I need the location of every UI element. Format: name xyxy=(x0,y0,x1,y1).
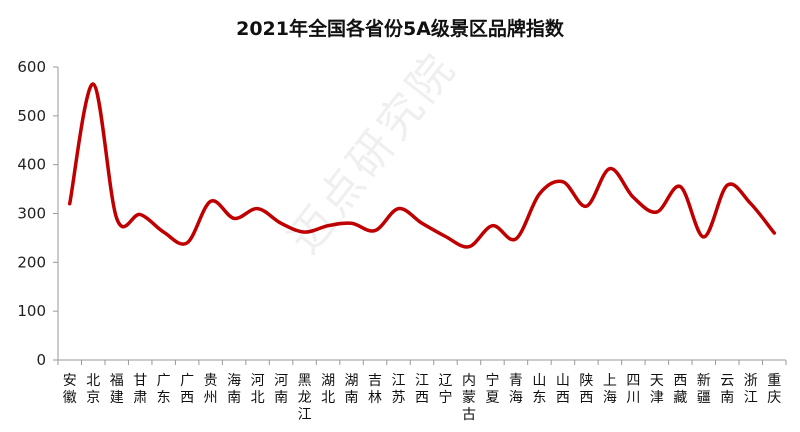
data-point xyxy=(115,216,119,220)
x-tick-label: 陕西 xyxy=(579,373,593,406)
x-tick-label: 贵州 xyxy=(204,373,218,406)
x-tick-label: 云南 xyxy=(720,373,734,406)
data-point xyxy=(678,185,682,189)
x-tick-label: 江苏 xyxy=(392,373,406,406)
x-tick-label: 吉林 xyxy=(368,373,382,406)
data-point xyxy=(561,180,565,184)
x-tick-label: 广西 xyxy=(180,373,194,406)
x-tick-label: 甘肃 xyxy=(133,373,147,406)
y-tick-label: 300 xyxy=(17,205,46,223)
x-tick-label: 山东 xyxy=(532,373,546,406)
x-tick-label: 宁夏 xyxy=(485,372,499,406)
data-point xyxy=(373,229,377,233)
x-tick-label: 安徽 xyxy=(63,373,77,406)
x-tick-label: 河北 xyxy=(251,373,265,406)
x-tick-label: 北京 xyxy=(86,373,100,406)
data-point xyxy=(232,216,236,220)
x-tick-label: 重庆 xyxy=(767,373,781,406)
x-tick-label: 广东 xyxy=(157,373,171,406)
y-tick-label: 0 xyxy=(36,351,46,369)
x-tick-label: 青海 xyxy=(509,373,523,406)
x-tick-label: 上海 xyxy=(603,373,617,406)
x-tick-label: 江西 xyxy=(415,373,429,406)
data-point xyxy=(537,192,541,196)
x-tick-label: 海南 xyxy=(227,373,241,406)
data-point xyxy=(584,204,588,208)
data-point xyxy=(397,207,401,211)
y-tick-label: 600 xyxy=(17,58,46,76)
data-point xyxy=(209,199,213,203)
data-point xyxy=(185,241,189,245)
data-point xyxy=(608,167,612,171)
data-point xyxy=(631,195,635,199)
x-tick-label: 湖南 xyxy=(345,373,359,406)
x-tick-label: 西藏 xyxy=(673,373,687,406)
data-point xyxy=(138,212,142,216)
x-tick-label: 天津 xyxy=(650,373,664,406)
data-point xyxy=(702,235,706,239)
y-tick-label: 500 xyxy=(17,107,46,125)
x-tick-label: 山西 xyxy=(556,373,570,406)
x-tick-label: 新疆 xyxy=(697,373,711,406)
x-tick-label: 湖北 xyxy=(321,373,335,406)
x-tick-label: 辽宁 xyxy=(438,373,452,406)
data-point xyxy=(655,210,659,214)
data-point xyxy=(420,221,424,225)
x-tick-label: 四川 xyxy=(626,373,640,406)
x-tick-label: 福建 xyxy=(110,373,124,406)
chart-title: 2021年全国各省份5A级景区品牌指数 xyxy=(236,18,564,40)
data-point xyxy=(91,82,95,86)
data-point xyxy=(725,183,729,187)
data-point xyxy=(256,207,260,211)
data-point xyxy=(68,202,72,206)
data-point xyxy=(772,231,776,235)
series-line xyxy=(67,82,777,249)
y-tick-label: 100 xyxy=(17,302,46,320)
y-tick-label: 200 xyxy=(17,253,46,271)
data-point xyxy=(514,237,518,241)
x-tick-label: 内蒙古 xyxy=(462,373,476,423)
x-tick-label: 黑龙江 xyxy=(298,373,312,423)
data-point xyxy=(443,234,447,238)
x-tick-label: 浙江 xyxy=(744,373,758,406)
data-point xyxy=(490,224,494,228)
data-point xyxy=(162,230,166,234)
data-point xyxy=(467,245,471,249)
x-tick-label: 河南 xyxy=(274,373,288,406)
y-tick-label: 400 xyxy=(17,156,46,174)
data-point xyxy=(749,202,753,206)
